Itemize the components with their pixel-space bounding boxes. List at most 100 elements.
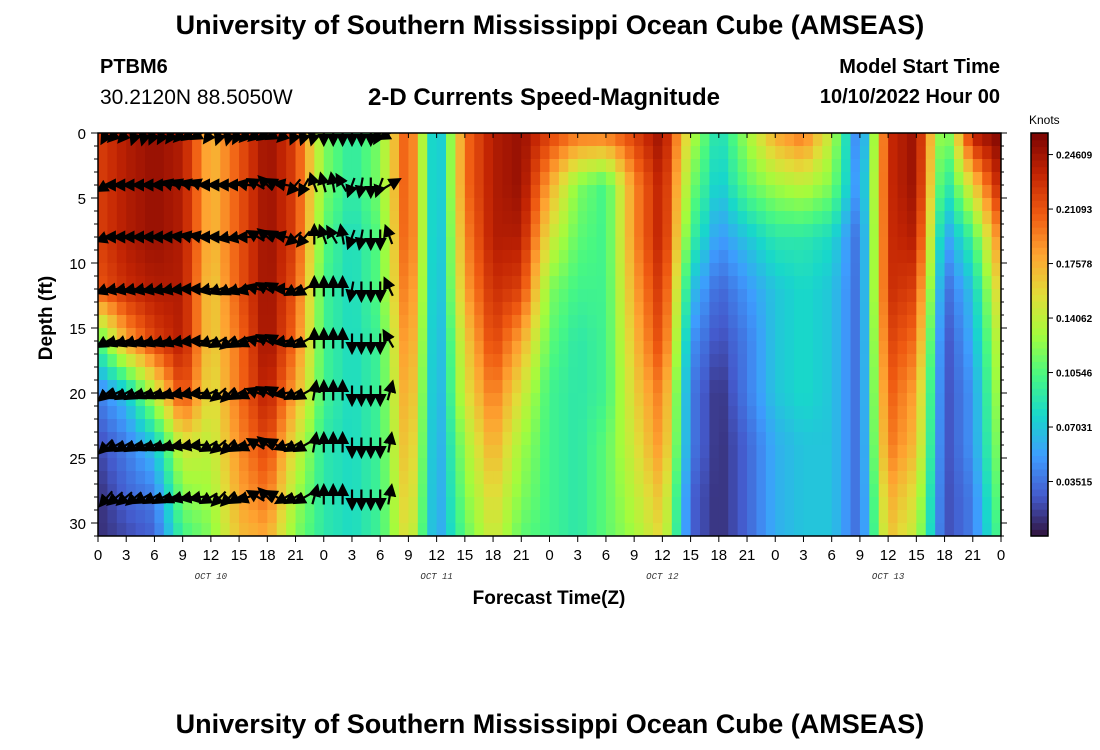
heatmap-cell <box>257 198 268 212</box>
heatmap-cell <box>700 133 711 147</box>
heatmap-cell <box>427 393 438 407</box>
heatmap-cell <box>399 354 410 368</box>
heatmap-cell <box>455 172 466 186</box>
heatmap-cell <box>370 198 381 212</box>
heatmap-cell <box>963 237 974 251</box>
heatmap-cell <box>502 250 513 264</box>
heatmap-cell <box>794 354 805 368</box>
heatmap-cell <box>446 172 457 186</box>
heatmap-cell <box>474 458 485 472</box>
heatmap-cell <box>493 419 504 433</box>
heatmap-cell <box>859 523 870 536</box>
heatmap-cell <box>634 276 645 290</box>
heatmap-cell <box>314 523 325 536</box>
heatmap-cell <box>474 211 485 225</box>
heatmap-cell <box>972 471 983 485</box>
day-label: OCT 10 <box>195 572 228 582</box>
heatmap-cell <box>530 276 541 290</box>
heatmap-cell <box>502 276 513 290</box>
heatmap-cell <box>737 380 748 394</box>
heatmap-cell <box>135 510 146 524</box>
heatmap-cell <box>803 458 814 472</box>
colorbar-swatch <box>1031 247 1048 255</box>
heatmap-cell <box>521 484 532 498</box>
heatmap-cell <box>963 354 974 368</box>
heatmap-cell <box>634 172 645 186</box>
heatmap-cell <box>634 523 645 536</box>
heatmap-cell <box>483 419 494 433</box>
heatmap-cell <box>116 406 127 420</box>
heatmap-cell <box>587 263 598 277</box>
heatmap-cell <box>530 185 541 199</box>
heatmap-cell <box>775 471 786 485</box>
heatmap-cell <box>615 315 626 329</box>
x-tick-label: 21 <box>287 547 304 564</box>
heatmap-cell <box>615 393 626 407</box>
heatmap-cell <box>342 367 353 381</box>
heatmap-cell <box>784 224 795 238</box>
heatmap-cell <box>116 237 127 251</box>
heatmap-cell <box>831 250 842 264</box>
heatmap-cell <box>662 445 673 459</box>
heatmap-cell <box>671 497 682 511</box>
heatmap-cell <box>380 354 391 368</box>
heatmap-cell <box>116 315 127 329</box>
heatmap-cell <box>794 198 805 212</box>
heatmap-cell <box>399 393 410 407</box>
heatmap-cell <box>935 133 946 147</box>
heatmap-cell <box>455 276 466 290</box>
heatmap-cell <box>577 484 588 498</box>
heatmap-cell <box>116 328 127 342</box>
heatmap-cell <box>925 224 936 238</box>
colorbar-tick-label: 0.10546 <box>1056 369 1093 380</box>
heatmap-cell <box>455 523 466 536</box>
heatmap-cell <box>916 354 927 368</box>
heatmap-cell <box>549 458 560 472</box>
heatmap-cell <box>681 133 692 147</box>
heatmap-cell <box>446 315 457 329</box>
heatmap-cell <box>408 237 419 251</box>
heatmap-cell <box>493 354 504 368</box>
heatmap-cell <box>709 406 720 420</box>
heatmap-cell <box>399 367 410 381</box>
heatmap-cell <box>991 380 1001 394</box>
heatmap-cell <box>380 406 391 420</box>
heatmap-cell <box>925 263 936 277</box>
heatmap-cell <box>897 133 908 147</box>
heatmap-cell <box>201 172 212 186</box>
heatmap-cell <box>229 367 240 381</box>
heatmap-cell <box>982 367 993 381</box>
heatmap-cell <box>483 289 494 303</box>
heatmap-cell <box>399 497 410 511</box>
heatmap-cell <box>709 250 720 264</box>
heatmap-cell <box>681 237 692 251</box>
heatmap-cell <box>521 250 532 264</box>
heatmap-cell <box>991 445 1001 459</box>
x-tick-label: 3 <box>799 547 807 564</box>
heatmap-cell <box>558 419 569 433</box>
heatmap-cell <box>351 406 362 420</box>
heatmap-cell <box>822 302 833 316</box>
heatmap-cell <box>756 250 767 264</box>
heatmap-cell <box>596 497 607 511</box>
heatmap-cell <box>916 484 927 498</box>
heatmap-cell <box>765 302 776 316</box>
heatmap-cell <box>380 380 391 394</box>
heatmap-cell <box>483 133 494 147</box>
heatmap-cell <box>850 250 861 264</box>
heatmap-cell <box>342 159 353 173</box>
heatmap-cell <box>342 146 353 160</box>
heatmap-cell <box>822 250 833 264</box>
heatmap-cell <box>662 510 673 524</box>
heatmap-cell <box>323 302 334 316</box>
heatmap-cell <box>521 211 532 225</box>
heatmap-cell <box>906 367 917 381</box>
heatmap-cell <box>605 328 616 342</box>
heatmap-cell <box>549 419 560 433</box>
heatmap-cell <box>568 341 579 355</box>
heatmap-cell <box>963 432 974 446</box>
heatmap-cell <box>652 484 663 498</box>
heatmap-cell <box>135 419 146 433</box>
heatmap-cell <box>323 510 334 524</box>
heatmap-cell <box>803 250 814 264</box>
